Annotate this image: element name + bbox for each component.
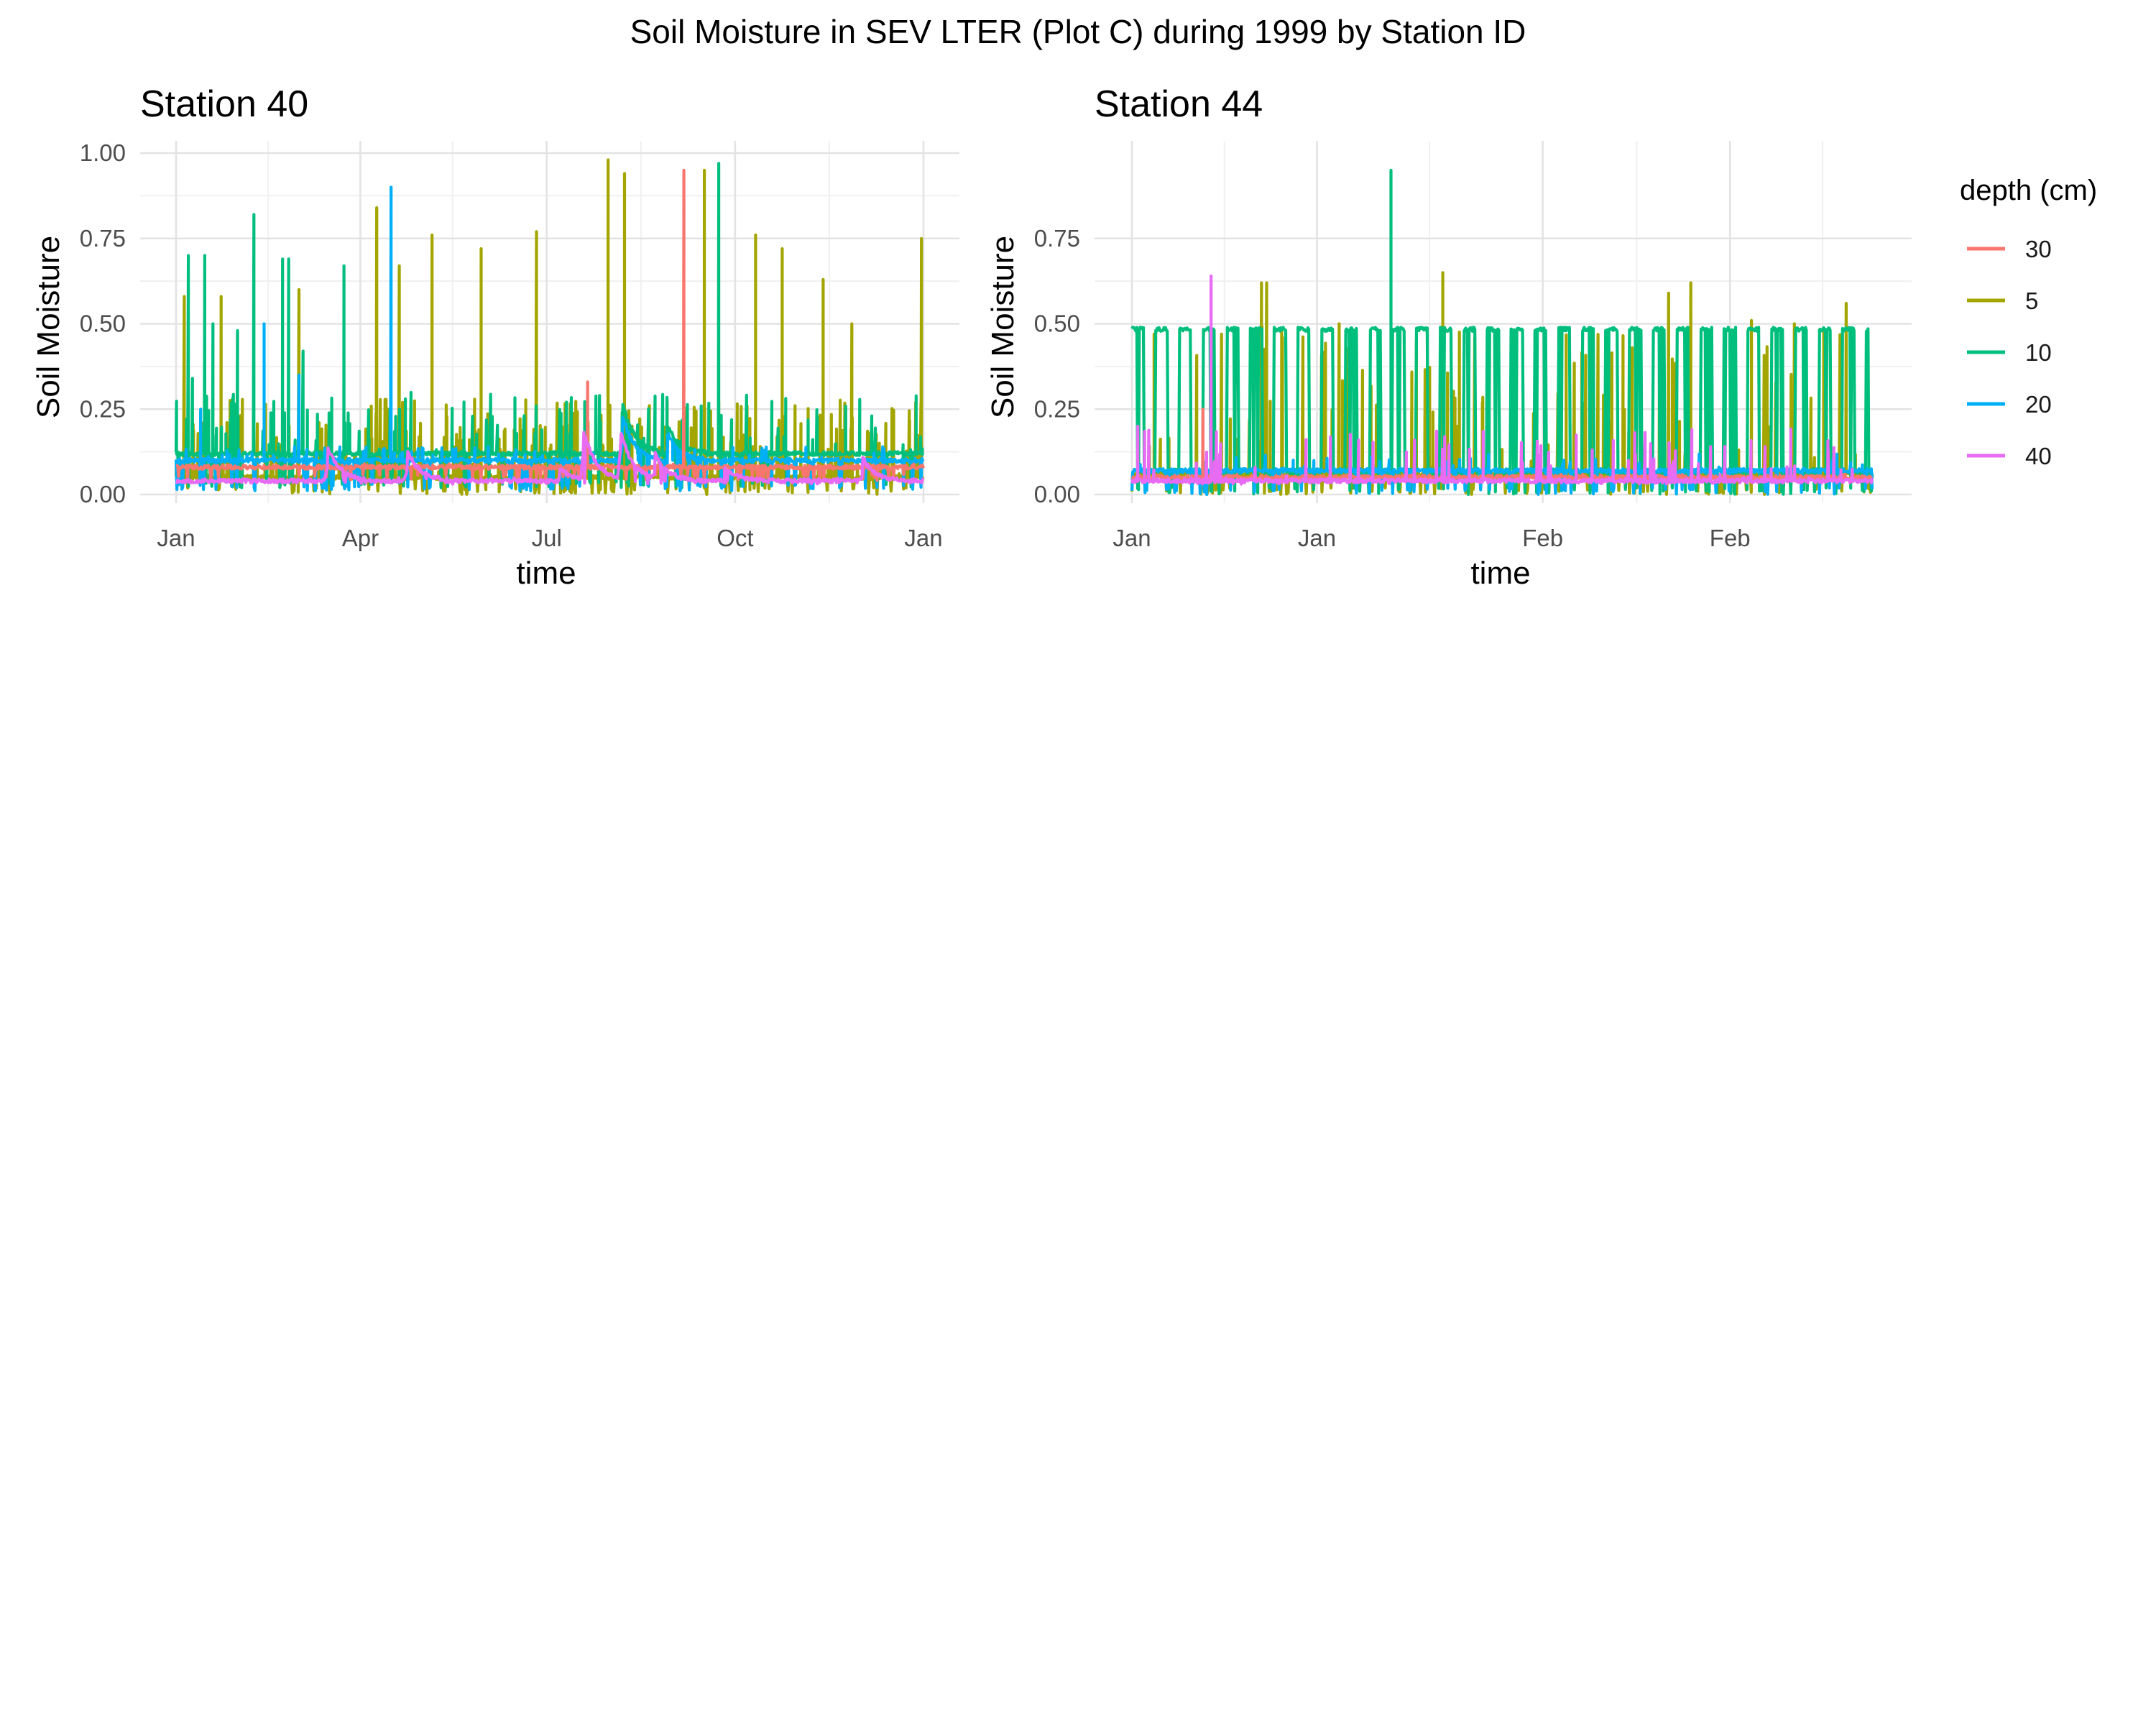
legend-label-30: 30 <box>2025 236 2052 262</box>
x-tick-label: Apr <box>342 525 379 551</box>
x-tick-label: Jan <box>157 525 195 551</box>
legend-label-5: 5 <box>2025 288 2038 314</box>
series-line-depth-10-panel-1 <box>1130 168 1874 496</box>
y-tick-label: 0.75 <box>80 225 126 252</box>
chart-title: Soil Moisture in SEV LTER (Plot C) durin… <box>630 13 1526 50</box>
series-line-depth-10-panel-0 <box>174 162 925 489</box>
legend-label-20: 20 <box>2025 391 2052 418</box>
x-tick-label: Jan <box>904 525 942 551</box>
x-tick-label: Feb <box>1710 525 1751 551</box>
y-tick-label: 0.25 <box>1034 395 1080 422</box>
x-tick-label: Jan <box>1112 525 1151 551</box>
x-tick-label: Feb <box>1522 525 1563 551</box>
x-axis-title-station-44: time <box>1470 556 1530 591</box>
legend: depth (cm) 30 5 10 20 40 <box>1960 175 2097 469</box>
panel-title-station-44: Station 44 <box>1095 83 1263 125</box>
legend-label-40: 40 <box>2025 443 2052 469</box>
x-tick-label: Oct <box>717 525 753 551</box>
series-line-depth-30-panel-0 <box>175 168 925 483</box>
y-tick-label: 0.00 <box>1034 481 1080 507</box>
y-tick-label: 0.25 <box>80 395 126 422</box>
series-line-depth-20-panel-0 <box>174 185 925 493</box>
y-tick-label: 0.75 <box>1034 225 1080 252</box>
series-line-depth-5-panel-1 <box>1130 271 1874 496</box>
y-axis-title-station-44: Soil Moisture <box>985 236 1021 418</box>
panel-title-station-40: Station 40 <box>140 83 308 125</box>
y-axis-title-station-40: Soil Moisture <box>31 236 66 418</box>
y-tick-label: 1.00 <box>80 139 126 166</box>
panel-station-40: 0.00 0.25 0.50 0.75 1.00 Jan Apr Jul Oct Jan <box>80 139 959 551</box>
x-axis-title-station-40: time <box>516 556 576 591</box>
legend-label-10: 10 <box>2025 339 2052 366</box>
y-tick-label: 0.00 <box>80 481 126 507</box>
series-line-depth-40-panel-0 <box>175 431 925 486</box>
panel-station-44: 0.00 0.25 0.50 0.75 Jan Jan Feb Feb <box>1034 141 1912 551</box>
series-line-depth-40-panel-1 <box>1130 274 1874 486</box>
legend-title: depth (cm) <box>1960 175 2097 206</box>
y-tick-label: 0.50 <box>80 310 126 337</box>
x-tick-label: Jul <box>532 525 562 551</box>
x-tick-label: Jan <box>1298 525 1336 551</box>
y-tick-label: 0.50 <box>1034 310 1080 337</box>
